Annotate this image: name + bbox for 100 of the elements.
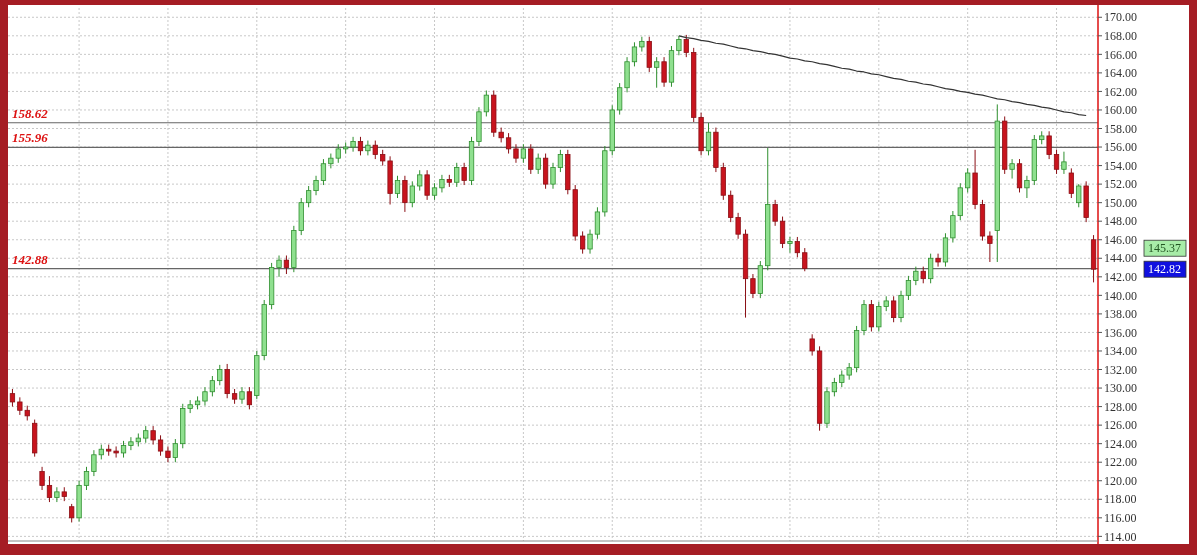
candlestick — [891, 295, 897, 323]
y-tick-label: 160.00 — [1104, 103, 1137, 118]
candlestick — [165, 445, 171, 463]
candlestick — [409, 180, 415, 208]
candlestick — [202, 386, 208, 407]
candlestick — [217, 364, 223, 386]
line-series — [678, 35, 1087, 117]
candlestick — [1068, 167, 1074, 199]
candlestick — [172, 438, 178, 463]
y-tick-label: 140.00 — [1104, 288, 1137, 303]
y-tick-label: 116.00 — [1104, 511, 1137, 526]
candlestick — [357, 136, 364, 156]
candlestick — [39, 466, 45, 491]
y-tick-label: 162.00 — [1104, 84, 1137, 99]
candlestick — [898, 290, 904, 323]
y-tick-label: 148.00 — [1104, 214, 1137, 229]
candlestick — [683, 34, 689, 58]
y-tick-label: 130.00 — [1104, 381, 1137, 396]
text: 142.82 — [1148, 262, 1181, 277]
candlestick — [550, 162, 556, 190]
candlestick — [905, 275, 912, 301]
candlestick — [283, 255, 290, 275]
candlestick — [654, 56, 660, 89]
candlestick — [676, 35, 682, 56]
y-tick-label: 170.00 — [1104, 10, 1137, 25]
y-tick-label: 150.00 — [1104, 195, 1137, 210]
candlestick — [372, 140, 378, 160]
y-tick-label: 114.00 — [1104, 529, 1137, 544]
candlestick — [809, 333, 815, 357]
y-tick-label: 122.00 — [1104, 455, 1137, 470]
candlestick — [594, 206, 601, 240]
candlestick — [394, 175, 401, 199]
y-tick-label: 166.00 — [1104, 47, 1137, 62]
candlestick — [520, 143, 526, 164]
ref-line-label: 142.88 — [12, 251, 49, 267]
candlestick — [424, 169, 430, 201]
candlestick — [639, 36, 645, 53]
candlestick — [794, 236, 800, 258]
candlestick — [1046, 130, 1052, 160]
candlestick — [631, 41, 638, 67]
candlestick — [1009, 158, 1015, 180]
candlestick — [505, 132, 512, 155]
candlestick — [1061, 151, 1067, 175]
candlestick — [557, 149, 564, 173]
y-tick-label: 136.00 — [1104, 325, 1137, 340]
candlestick — [157, 434, 164, 457]
y-tick-label: 126.00 — [1104, 418, 1137, 433]
candlestick — [209, 375, 215, 397]
candlestick — [661, 56, 667, 88]
candlestick — [587, 229, 593, 255]
candlestick — [987, 230, 993, 263]
y-tick-label: 138.00 — [1104, 307, 1137, 322]
y-tick-label: 156.00 — [1104, 140, 1137, 155]
text: 145.37 — [1148, 241, 1181, 256]
y-tick-label: 168.00 — [1104, 29, 1137, 44]
ref-line-label: 155.96 — [12, 130, 49, 146]
candlestick — [365, 140, 371, 156]
candlestick — [928, 253, 934, 284]
candlestick — [150, 425, 156, 446]
candlestick — [913, 266, 919, 286]
y-tick-label: 146.00 — [1104, 232, 1137, 247]
candlestick — [54, 486, 60, 503]
y-tick-label: 132.00 — [1104, 362, 1137, 377]
candlestick — [402, 175, 408, 213]
y-tick-label: 120.00 — [1104, 473, 1137, 488]
candlestick — [535, 153, 541, 175]
y-tick-label: 118.00 — [1104, 492, 1137, 507]
y-tick-label: 142.00 — [1104, 270, 1137, 285]
candlestick — [965, 167, 971, 193]
candlestick — [239, 386, 245, 405]
candlestick — [802, 247, 808, 272]
y-tick-label: 144.00 — [1104, 251, 1137, 266]
candlestick — [46, 475, 53, 503]
candlestick — [580, 230, 586, 255]
y-tick-label: 154.00 — [1104, 158, 1137, 173]
candlestick — [779, 216, 786, 249]
y-tick-label: 164.00 — [1104, 66, 1137, 81]
y-tick-label: 134.00 — [1104, 344, 1137, 359]
candlestick — [750, 273, 756, 299]
y-tick-label: 152.00 — [1104, 177, 1137, 192]
candlestick — [83, 466, 90, 491]
y-tick-label: 158.00 — [1104, 121, 1137, 136]
candlestick — [246, 386, 253, 410]
candlestick — [935, 253, 941, 268]
candlestick — [528, 143, 534, 175]
candlestick — [868, 299, 875, 333]
y-tick-label: 128.00 — [1104, 399, 1137, 414]
candlestick — [1076, 183, 1082, 208]
candlestick — [69, 503, 75, 523]
y-tick-label: 124.00 — [1104, 436, 1137, 451]
candlestick — [831, 377, 838, 397]
candlestick — [513, 143, 519, 164]
candlestick — [461, 162, 467, 186]
candlestick — [276, 255, 282, 278]
candlestick — [320, 158, 327, 186]
candlestick — [454, 162, 460, 188]
candlestick — [787, 236, 793, 254]
candlestick — [705, 122, 712, 156]
candlestick — [417, 169, 423, 192]
candlestick — [772, 199, 778, 227]
